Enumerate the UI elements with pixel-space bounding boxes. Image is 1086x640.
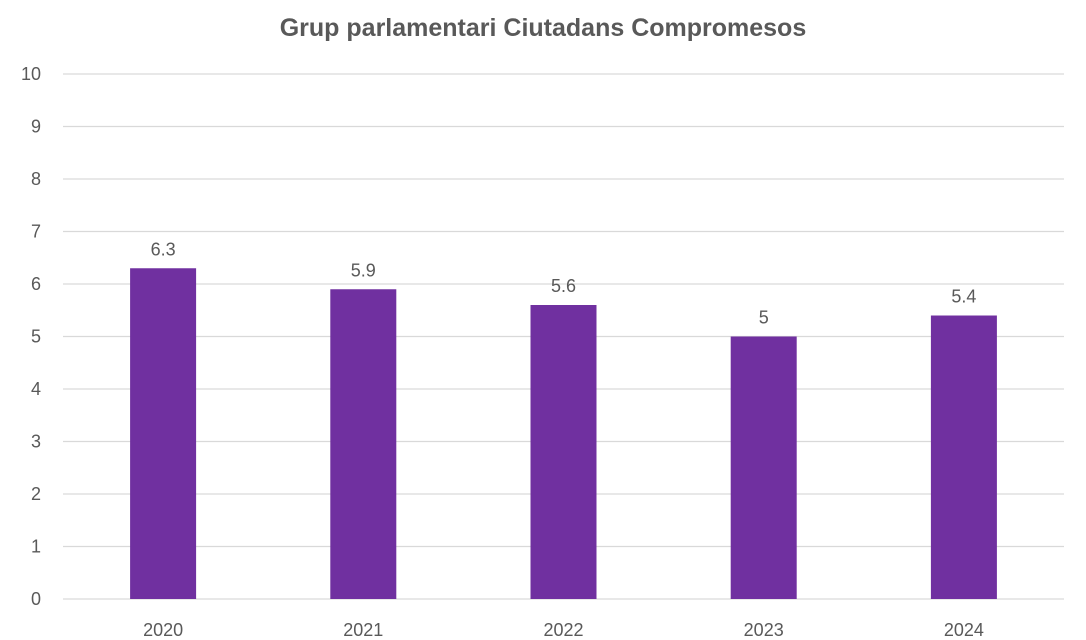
x-tick-label: 2020 [143,620,183,640]
x-tick-label: 2021 [343,620,383,640]
bars [130,268,997,599]
x-axis-tick-labels: 2020 2021 2022 2023 2024 [143,620,984,640]
y-tick-label: 6 [31,274,41,294]
bar-2024 [930,315,997,599]
data-labels: 6.3 5.9 5.6 5 5.4 [151,239,977,327]
y-tick-label: 2 [31,484,41,504]
y-axis-tick-labels: 0 1 2 3 4 5 6 7 8 9 10 [21,64,41,609]
data-label: 5 [759,308,769,328]
y-tick-label: 8 [31,169,41,189]
data-label: 6.3 [151,239,176,259]
y-tick-label: 4 [31,379,41,399]
bar-2022 [530,305,597,599]
bar-2021 [330,289,397,599]
x-tick-label: 2024 [944,620,984,640]
data-label: 5.4 [951,287,976,307]
bar-2020 [130,268,197,599]
data-label: 5.9 [351,260,376,280]
bar-2023 [730,336,797,599]
y-tick-label: 9 [31,117,41,137]
y-tick-label: 0 [31,589,41,609]
y-tick-label: 1 [31,537,41,557]
x-tick-label: 2022 [543,620,583,640]
y-tick-label: 3 [31,432,41,452]
data-label: 5.6 [551,276,576,296]
y-tick-label: 7 [31,222,41,242]
y-tick-label: 10 [21,64,41,84]
y-tick-label: 5 [31,327,41,347]
chart-title: Grup parlamentari Ciutadans Compromesos [279,14,807,42]
x-tick-label: 2023 [744,620,784,640]
